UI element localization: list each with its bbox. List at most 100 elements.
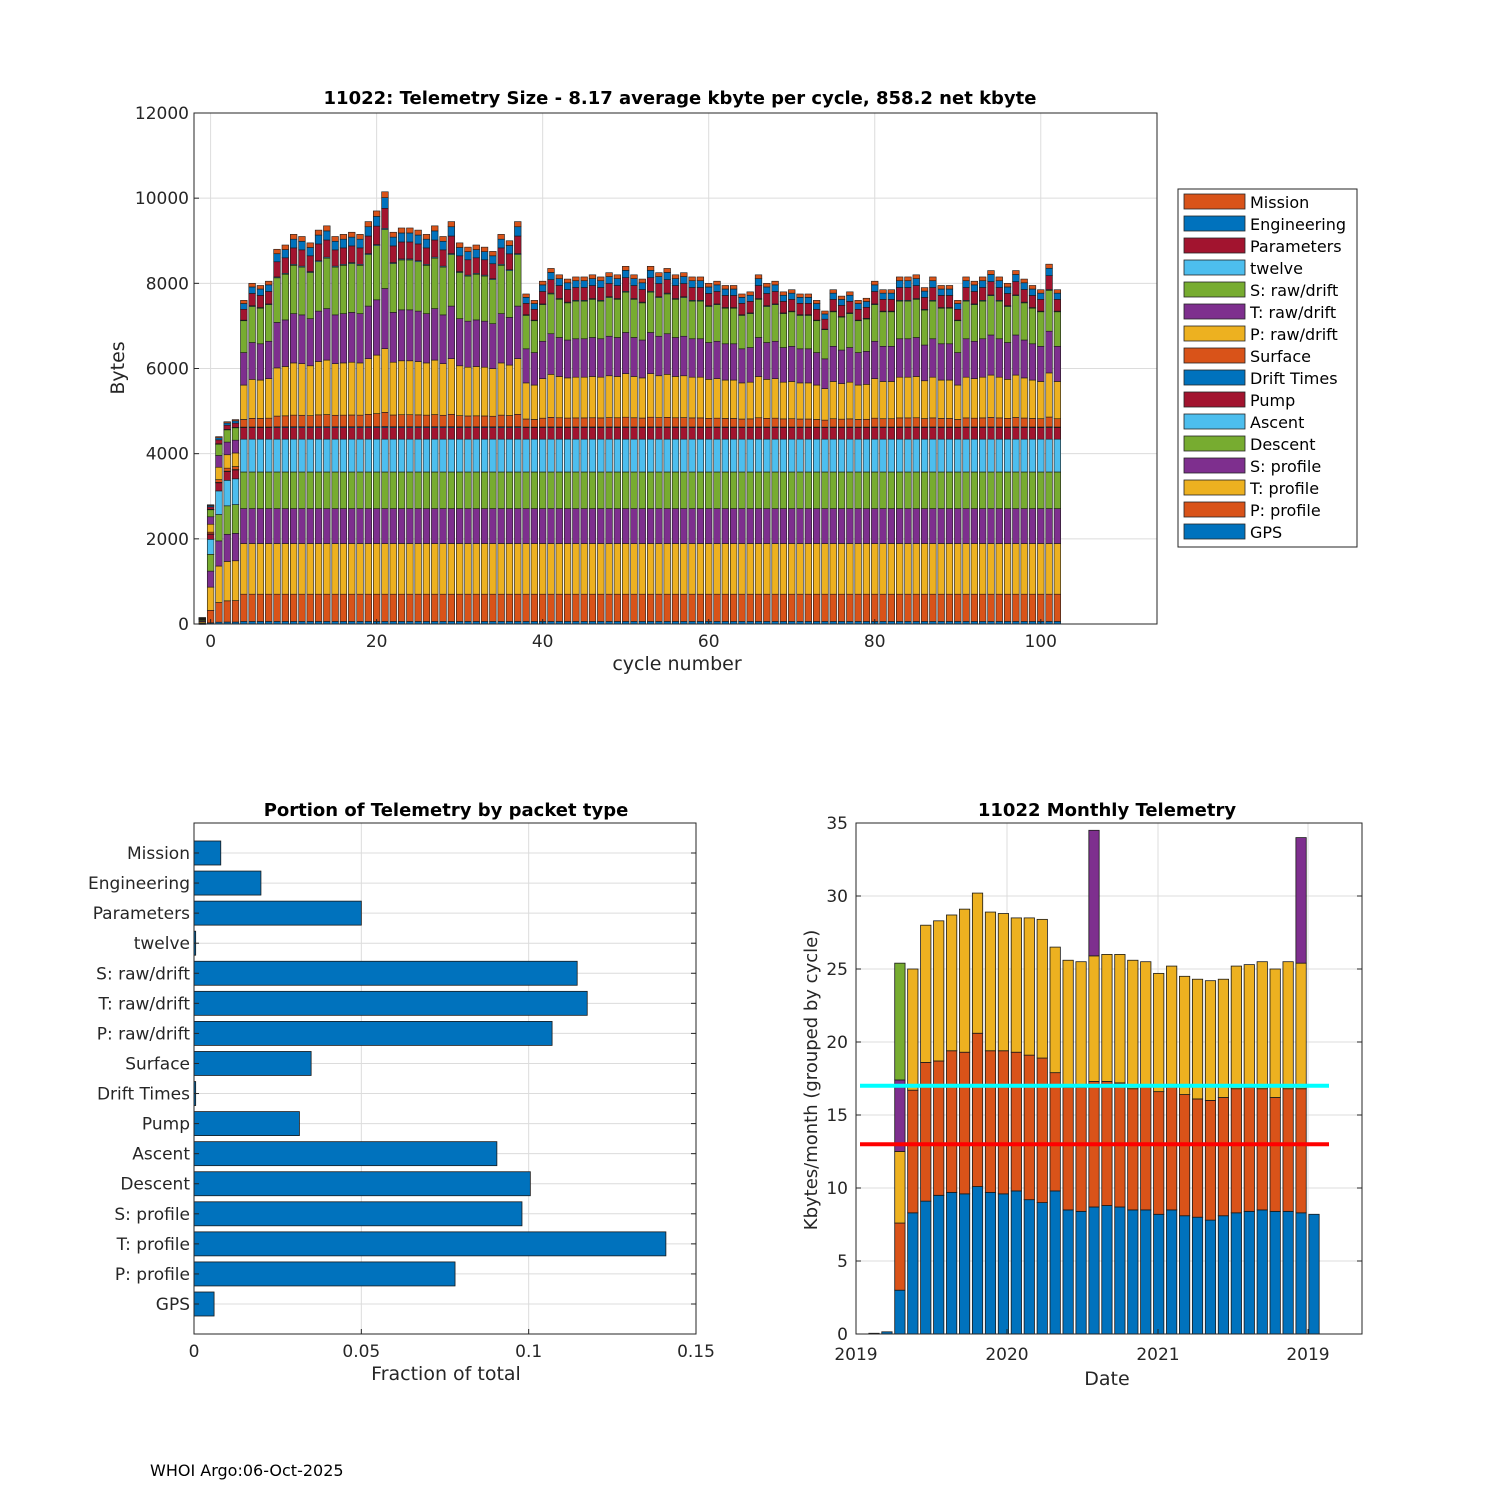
bar-segment bbox=[788, 471, 796, 509]
monthly-bar-segment bbox=[1140, 1085, 1152, 1211]
bar-segment bbox=[356, 593, 364, 622]
portion-bar bbox=[193, 1261, 456, 1287]
bar-segment bbox=[804, 293, 812, 298]
bar-segment bbox=[323, 471, 331, 509]
bar-segment bbox=[779, 347, 788, 383]
bar-segment bbox=[547, 272, 555, 280]
bar-segment bbox=[680, 427, 688, 440]
bar-segment bbox=[331, 240, 339, 251]
bar-segment bbox=[920, 297, 929, 310]
bar-segment bbox=[779, 418, 788, 428]
bar-segment bbox=[646, 277, 655, 292]
y-tick-label: 10000 bbox=[135, 189, 189, 209]
bar-segment bbox=[646, 438, 655, 473]
bar-segment bbox=[323, 427, 331, 440]
bar-segment bbox=[879, 299, 887, 312]
bar-segment bbox=[348, 508, 356, 544]
bar-segment bbox=[248, 283, 256, 288]
monthly-bar-segment bbox=[1217, 978, 1229, 1098]
bar-segment bbox=[721, 343, 729, 381]
monthly-bar-segment bbox=[1075, 1086, 1087, 1212]
bar-segment bbox=[439, 249, 447, 267]
bar-segment bbox=[896, 471, 904, 509]
bar-segment bbox=[572, 471, 580, 509]
bar-segment bbox=[1053, 311, 1061, 347]
bar-segment bbox=[555, 278, 563, 286]
bar-segment bbox=[646, 291, 655, 333]
bar-segment bbox=[763, 286, 771, 294]
bar-segment bbox=[920, 543, 929, 595]
bar-segment bbox=[273, 261, 281, 278]
legend-label: twelve bbox=[1250, 259, 1303, 278]
bar-segment bbox=[489, 279, 497, 324]
bar-segment bbox=[273, 471, 281, 509]
bar-segment bbox=[987, 374, 995, 418]
bar-segment bbox=[456, 247, 464, 257]
bar-segment bbox=[206, 523, 215, 533]
bar-segment bbox=[829, 508, 837, 544]
bar-segment bbox=[929, 338, 937, 378]
bar-segment bbox=[314, 543, 323, 595]
bar-segment bbox=[646, 265, 655, 271]
portion-chart: 0 0.05 0.1 0.15MissionEngineeringParameters… bbox=[88, 800, 715, 1385]
bar-segment bbox=[829, 427, 837, 440]
bar-segment bbox=[555, 471, 563, 509]
bar-segment bbox=[646, 471, 655, 509]
bar-segment bbox=[223, 505, 231, 535]
bar-segment bbox=[1045, 290, 1053, 332]
bar-segment bbox=[929, 287, 937, 301]
bar-segment bbox=[613, 508, 622, 544]
bar-segment bbox=[671, 438, 680, 473]
bar-segment bbox=[273, 253, 281, 263]
bar-segment bbox=[497, 593, 505, 622]
y-tick-label: 4000 bbox=[146, 445, 189, 465]
bar-segment bbox=[754, 278, 763, 286]
bar-segment bbox=[323, 593, 331, 622]
bar-segment bbox=[406, 593, 414, 622]
bar-segment bbox=[954, 419, 962, 428]
bar-segment bbox=[1045, 508, 1053, 544]
bar-segment bbox=[929, 417, 937, 428]
bar-segment bbox=[680, 438, 688, 473]
bar-segment bbox=[331, 543, 339, 595]
bar-segment bbox=[381, 348, 389, 413]
bar-segment bbox=[256, 593, 265, 622]
bar-segment bbox=[314, 414, 323, 428]
bar-segment bbox=[962, 338, 970, 378]
bar-segment bbox=[995, 508, 1003, 544]
bar-segment bbox=[514, 226, 522, 237]
monthly-bar-segment bbox=[1127, 1209, 1139, 1335]
bar-segment bbox=[472, 543, 480, 595]
bar-segment bbox=[298, 266, 306, 316]
bar-segment bbox=[348, 543, 356, 595]
bar-segment bbox=[705, 427, 713, 440]
bar-segment bbox=[788, 418, 796, 428]
bar-segment bbox=[480, 415, 489, 428]
bar-segment bbox=[389, 312, 397, 363]
bar-segment bbox=[314, 234, 323, 245]
bar-segment bbox=[954, 303, 962, 310]
bar-segment bbox=[1037, 543, 1045, 595]
bar-segment bbox=[1045, 427, 1053, 440]
bar-segment bbox=[514, 413, 522, 427]
monthly-bar-segment bbox=[1179, 1215, 1191, 1335]
bar-segment bbox=[904, 287, 912, 301]
bar-segment bbox=[605, 272, 613, 277]
bar-segment bbox=[854, 543, 862, 595]
bar-segment bbox=[721, 438, 729, 473]
bar-segment bbox=[314, 471, 323, 509]
bar-segment bbox=[605, 438, 613, 473]
bar-segment bbox=[1028, 508, 1037, 544]
bar-segment bbox=[298, 543, 306, 595]
bar-segment bbox=[381, 427, 389, 440]
telemetry-title: 11022: Telemetry Size - 8.17 average kby… bbox=[324, 88, 1037, 109]
bar-segment bbox=[638, 417, 646, 428]
bar-segment bbox=[763, 471, 771, 509]
bar-segment bbox=[904, 427, 912, 440]
bar-segment bbox=[804, 297, 812, 304]
bar-segment bbox=[339, 471, 348, 509]
bar-segment bbox=[771, 438, 779, 473]
bar-segment bbox=[846, 313, 854, 348]
bar-segment bbox=[480, 508, 489, 544]
bar-segment bbox=[896, 543, 904, 595]
